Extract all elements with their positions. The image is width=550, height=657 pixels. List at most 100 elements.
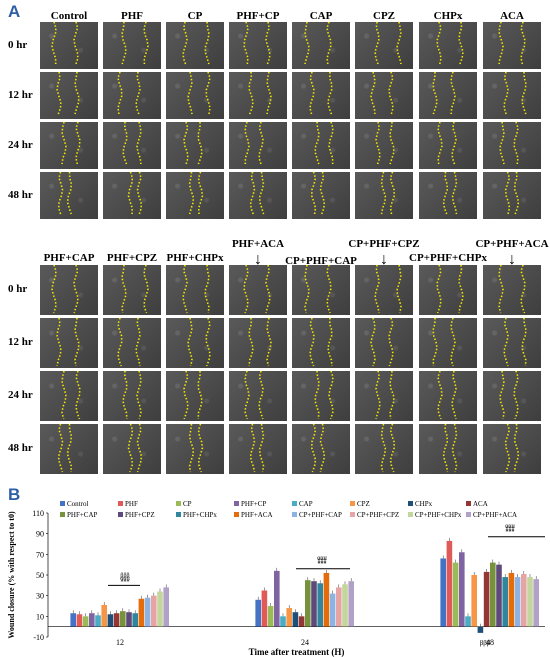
time-row-label: 48 hr xyxy=(8,442,33,454)
scratch-assay-micrograph xyxy=(292,265,350,315)
wound-edge-line xyxy=(513,122,519,165)
wound-edge-line xyxy=(327,318,333,367)
scratch-assay-micrograph xyxy=(419,122,477,169)
wound-edge-line xyxy=(389,424,396,473)
wound-edge-line xyxy=(513,172,520,215)
legend-swatch xyxy=(234,501,239,506)
significance-label: *** xyxy=(506,530,515,536)
legend-swatch xyxy=(466,501,471,506)
scratch-assay-micrograph xyxy=(166,424,224,474)
top-column-label: CHPx xyxy=(433,10,463,22)
significance-label: *** xyxy=(121,579,130,585)
legend-swatch xyxy=(408,501,413,506)
panel-a-label: A xyxy=(8,2,21,21)
scratch-assay-micrograph xyxy=(355,172,413,219)
wound-edge-line xyxy=(61,371,67,420)
y-tick-label: 90 xyxy=(36,530,44,539)
y-tick-label: 70 xyxy=(36,550,44,559)
scratch-assay-micrograph xyxy=(229,265,287,315)
time-row-label: 12 hr xyxy=(8,88,33,101)
scratch-assay-micrograph xyxy=(419,172,477,219)
wound-edge-line xyxy=(319,424,326,473)
scratch-assay-micrograph xyxy=(419,371,477,421)
wound-edge-line xyxy=(197,172,204,215)
wound-edge-line xyxy=(503,72,509,115)
wound-edge-line xyxy=(197,424,204,473)
bottom-column-label: PHF+CHPx xyxy=(166,252,224,264)
bar xyxy=(527,577,533,627)
top-column-label: ACA xyxy=(500,10,524,22)
scratch-assay-micrograph xyxy=(292,371,350,421)
legend-entry: PHF xyxy=(125,500,138,508)
wound-edge-line xyxy=(432,72,438,115)
wound-edge-line xyxy=(380,424,387,473)
wound-edge-line xyxy=(370,318,376,367)
top-column-label: PHF xyxy=(121,10,143,22)
wound-edge-line xyxy=(388,72,394,115)
wound-edge-line xyxy=(244,371,250,420)
scratch-assay-micrograph xyxy=(40,318,98,368)
bar xyxy=(274,570,280,627)
bar xyxy=(126,612,132,627)
scratch-assay-micrograph xyxy=(355,22,413,69)
bar xyxy=(471,575,477,627)
scratch-assay-micrograph xyxy=(103,371,161,421)
wound-edge-line xyxy=(205,72,211,115)
wound-edge-line xyxy=(396,22,402,65)
wound-edge-line xyxy=(75,122,81,165)
wound-edge-line xyxy=(136,122,142,165)
bottom-column-label: PHF+CPZ xyxy=(106,252,158,264)
scratch-assay-micrograph xyxy=(40,72,98,119)
legend-swatch xyxy=(292,501,297,506)
scratch-assay-micrograph xyxy=(419,265,477,315)
significance-label: ### xyxy=(506,527,515,533)
scratch-assay-micrograph xyxy=(355,72,413,119)
scratch-assay-micrograph xyxy=(103,318,161,368)
scratch-assay-micrograph xyxy=(483,424,541,474)
wound-edge-line xyxy=(319,172,326,215)
bar xyxy=(101,604,107,627)
scratch-assay-micrograph xyxy=(166,318,224,368)
wound-edge-line xyxy=(436,265,442,314)
time-row-label: 48 hr xyxy=(8,188,33,201)
wound-edge-line xyxy=(451,122,457,165)
legend-entry: CPZ xyxy=(357,500,370,508)
bar xyxy=(483,571,490,627)
wound-edge-line xyxy=(310,172,317,215)
scratch-assay-micrograph xyxy=(40,424,98,474)
wound-edge-line xyxy=(442,424,449,473)
bottom-column-label: CP+PHF+ACA xyxy=(475,238,549,250)
wound-edge-line xyxy=(498,22,504,65)
legend-swatch xyxy=(118,501,123,506)
scratch-assay-micrograph xyxy=(229,22,287,69)
wound-edge-line xyxy=(314,371,320,420)
bar xyxy=(113,613,120,627)
legend-swatch xyxy=(234,512,239,517)
wound-edge-line xyxy=(458,265,464,314)
wound-edge-line xyxy=(450,318,456,367)
bottom-column-label: PHF+ACA xyxy=(231,238,285,250)
wound-edge-line xyxy=(258,424,265,473)
wound-edge-line xyxy=(504,172,511,215)
wound-edge-line xyxy=(314,122,320,165)
bar xyxy=(157,591,163,627)
wound-edge-line xyxy=(51,22,57,65)
scratch-assay-micrograph xyxy=(483,22,541,69)
wound-edge-line xyxy=(66,172,73,215)
wound-edge-line xyxy=(117,72,123,115)
bottom-column-label: CP+PHF+CPZ xyxy=(348,238,420,250)
wound-edge-line xyxy=(188,172,195,215)
wound-edge-line xyxy=(521,72,527,115)
wound-edge-line xyxy=(61,122,67,165)
wound-edge-line xyxy=(389,122,395,165)
top-column-label: CPZ xyxy=(373,10,395,22)
scratch-assay-micrograph xyxy=(166,172,224,219)
bar xyxy=(95,615,101,627)
bar xyxy=(255,599,261,627)
y-tick-label: 50 xyxy=(36,571,44,580)
wound-edge-line xyxy=(498,265,504,314)
bar xyxy=(280,616,286,627)
wound-edge-line xyxy=(122,122,128,165)
wound-edge-line xyxy=(258,172,265,215)
wound-edge-line xyxy=(310,424,317,473)
